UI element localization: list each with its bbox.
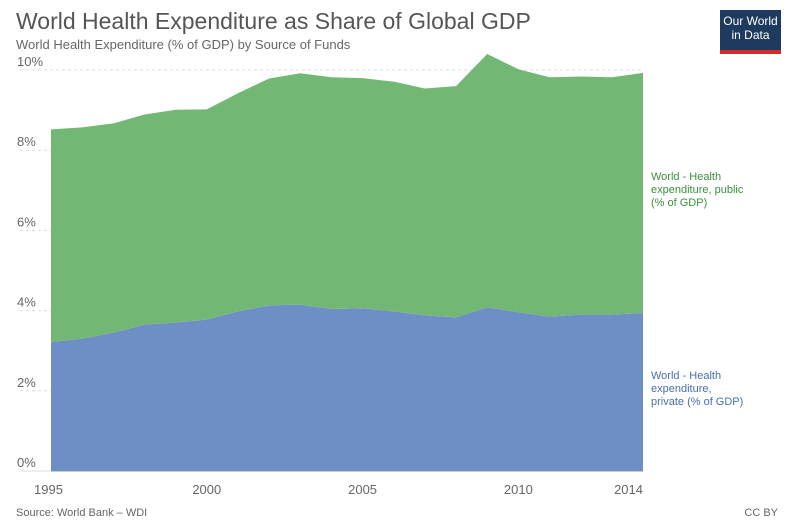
logo-line-2: in Data (731, 28, 770, 42)
axis-ticks: 0% 2% 4% 6% 8% 10% 1995 2000 2005 2010 2014 (17, 54, 643, 497)
x-tick-label: 2000 (192, 482, 221, 497)
license-link[interactable]: CC BY (744, 507, 778, 519)
chart-subtitle: World Health Expenditure (% of GDP) by S… (16, 37, 351, 52)
y-tick-label: 2% (17, 375, 36, 390)
label-public-series: World - Health (651, 171, 721, 183)
x-tick-label: 2010 (504, 482, 533, 497)
y-tick-label: 8% (17, 134, 36, 149)
logo-line-1: Our World (723, 14, 778, 28)
y-tick-label: 6% (17, 214, 36, 229)
label-public-series: expenditure, public (651, 184, 744, 196)
x-tick-label: 2005 (348, 482, 377, 497)
y-tick-label: 4% (17, 295, 36, 310)
owid-logo[interactable]: Our World in Data (720, 10, 781, 54)
y-tick-label: 10% (17, 54, 43, 69)
chart-title: World Health Expenditure as Share of Glo… (16, 8, 531, 34)
label-public-series: (% of GDP) (651, 197, 707, 209)
area-private-expenditure[interactable] (51, 304, 643, 471)
area-public-expenditure[interactable] (51, 54, 643, 342)
label-private-series: private (% of GDP) (651, 396, 743, 408)
area-layer (51, 54, 643, 471)
label-private-series: expenditure, (651, 383, 712, 395)
label-private-series: World - Health (651, 370, 721, 382)
source-note[interactable]: Source: World Bank – WDI (16, 507, 148, 519)
x-tick-label: 1995 (34, 482, 63, 497)
y-tick-label: 0% (17, 455, 36, 470)
x-tick-label: 2014 (614, 482, 643, 497)
